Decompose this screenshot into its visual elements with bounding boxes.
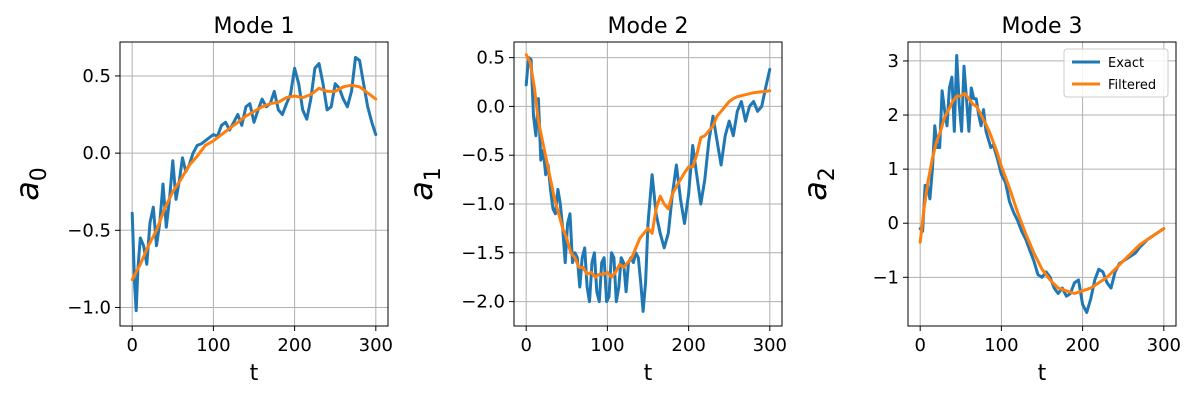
y-axis-label-main: a xyxy=(8,181,46,201)
x-tick-label: 0 xyxy=(914,335,925,356)
series-line-exact xyxy=(132,57,376,310)
x-tick-label: 0 xyxy=(520,335,531,356)
y-tick-label: 2 xyxy=(888,105,899,126)
y-axis-label: a0 xyxy=(8,167,52,201)
x-tick-label: 200 xyxy=(1065,335,1099,356)
y-axis-label-subscript: 0 xyxy=(27,167,52,181)
y-axis-label: a2 xyxy=(796,167,840,201)
chart-mode-2: 0 100 200 300 −2.0 −1.5 −1.0 −0.5 0.0 0.5 Mode 2 t a… xyxy=(402,14,787,386)
y-tick-label: 3 xyxy=(888,51,899,72)
legend-label-filtered: Filtered xyxy=(1108,78,1156,93)
y-axis-label: a1 xyxy=(402,167,446,201)
x-axis-label: t xyxy=(644,361,653,386)
y-tick-label: 1 xyxy=(888,159,899,180)
y-tick-label: 0.5 xyxy=(476,48,505,69)
y-tick-label: −0.5 xyxy=(461,145,505,166)
y-tick-label: 0.5 xyxy=(82,66,111,87)
y-tick-label: −0.5 xyxy=(67,220,111,241)
y-tick-label: −1.0 xyxy=(67,297,111,318)
x-axis-label: t xyxy=(1038,361,1047,386)
legend: Exact Filtered xyxy=(1064,49,1168,97)
x-tick-label: 200 xyxy=(671,335,705,356)
y-tick-label: 0.0 xyxy=(82,143,111,164)
y-axis-label-main: a xyxy=(402,181,440,201)
y-tick-label: 0 xyxy=(888,213,899,234)
series-line-exact xyxy=(526,58,770,312)
y-axis-label-subscript: 1 xyxy=(421,167,446,181)
chart-title: Mode 2 xyxy=(608,14,689,39)
y-tick-label: −1.0 xyxy=(461,194,505,215)
series-line-filtered xyxy=(920,93,1164,293)
y-axis-label-subscript: 2 xyxy=(815,167,840,181)
y-tick-label: 0.0 xyxy=(476,96,505,117)
legend-label-exact: Exact xyxy=(1108,56,1144,71)
y-tick-label: −1.5 xyxy=(461,243,505,264)
x-tick-label: 100 xyxy=(196,335,230,356)
x-tick-label: 100 xyxy=(590,335,624,356)
y-tick-label: −2.0 xyxy=(461,292,505,313)
chart-title: Mode 3 xyxy=(1002,14,1083,39)
y-axis-label-main: a xyxy=(796,181,834,201)
x-tick-label: 0 xyxy=(126,335,137,356)
y-tick-label: −1 xyxy=(872,267,899,288)
x-tick-label: 300 xyxy=(359,335,393,356)
x-tick-label: 100 xyxy=(984,335,1018,356)
x-tick-label: 200 xyxy=(277,335,311,356)
axes-frame xyxy=(514,42,782,326)
chart-title: Mode 1 xyxy=(214,14,295,39)
x-tick-label: 300 xyxy=(753,335,787,356)
series-line-filtered xyxy=(132,85,376,280)
x-tick-label: 300 xyxy=(1147,335,1181,356)
x-axis-label: t xyxy=(250,361,259,386)
